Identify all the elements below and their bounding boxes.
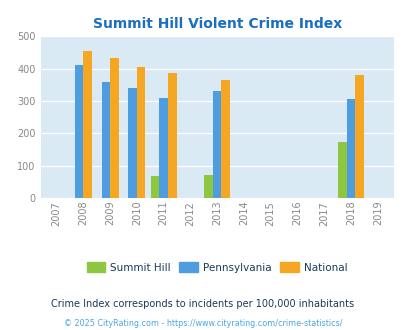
Bar [159,98,168,198]
Bar [354,76,363,198]
Bar [221,80,230,198]
Text: © 2025 CityRating.com - https://www.cityrating.com/crime-statistics/: © 2025 CityRating.com - https://www.city… [64,319,341,328]
Text: Crime Index corresponds to incidents per 100,000 inhabitants: Crime Index corresponds to incidents per… [51,299,354,309]
Bar [168,73,176,198]
Bar [337,142,346,198]
Bar [110,58,118,198]
Bar [83,51,92,198]
Title: Summit Hill Violent Crime Index: Summit Hill Violent Crime Index [92,17,341,31]
Bar [212,91,221,198]
Bar [101,82,110,198]
Bar [75,65,83,198]
Legend: Summit Hill, Pennsylvania, National: Summit Hill, Pennsylvania, National [82,258,351,277]
Bar [204,175,212,198]
Bar [128,88,136,198]
Bar [151,176,159,198]
Bar [346,99,354,198]
Bar [136,67,145,198]
